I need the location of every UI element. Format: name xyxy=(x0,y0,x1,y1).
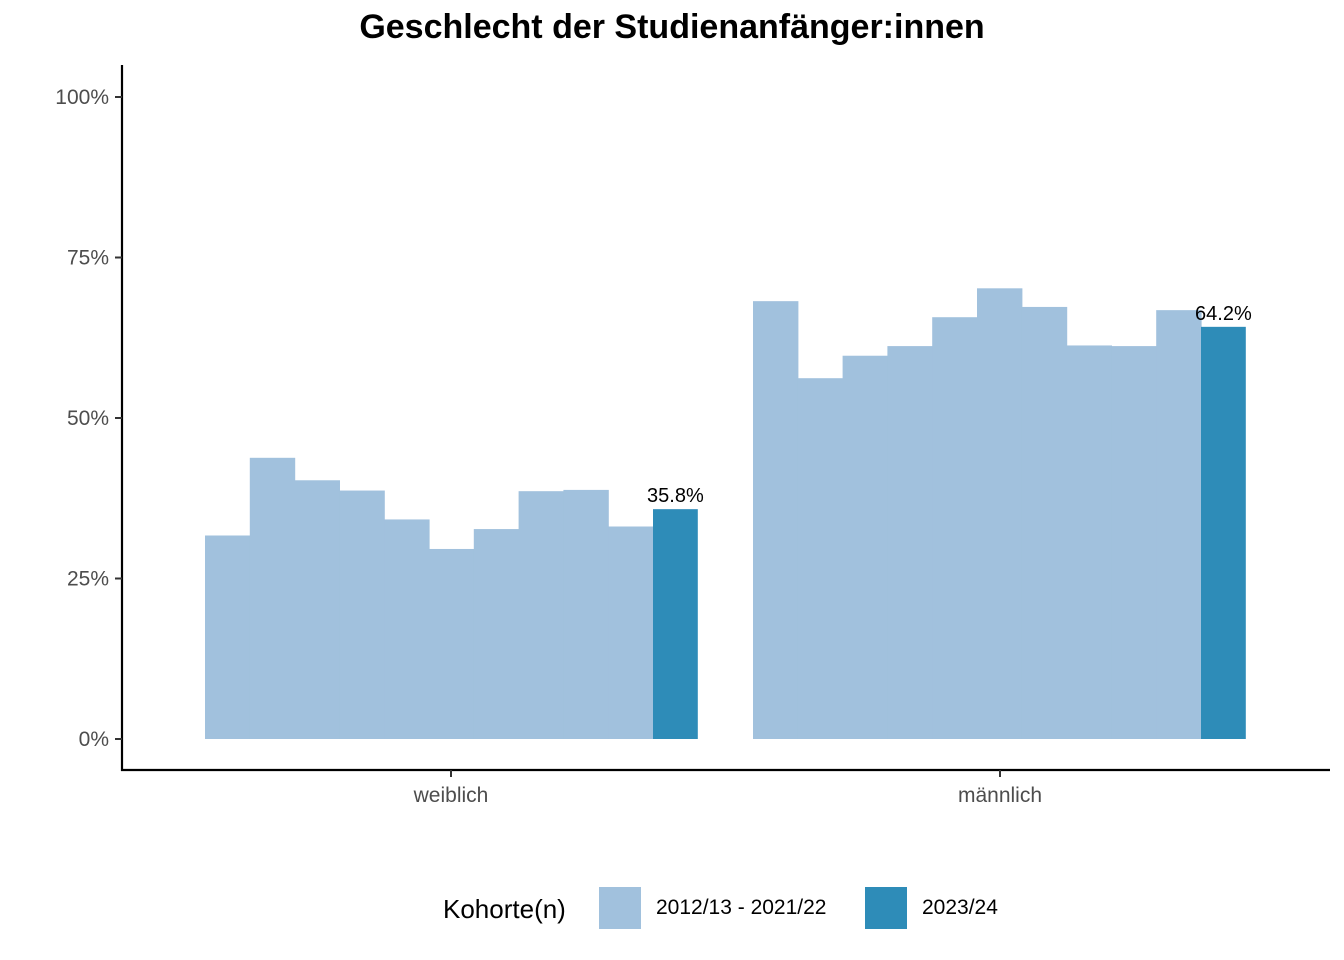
legend-label-current: 2023/24 xyxy=(922,896,998,919)
legend-label-history: 2012/13 - 2021/22 xyxy=(656,896,827,919)
bar-weiblich-history-1 xyxy=(205,535,251,739)
bar-männlich-history-2 xyxy=(797,378,844,739)
bar-weiblich-history-5 xyxy=(384,519,430,739)
data-label-männlich: 64.2% xyxy=(1195,303,1252,325)
x-tick-label-männlich: männlich xyxy=(958,784,1042,807)
bar-männlich-history-9 xyxy=(1111,346,1157,739)
bar-weiblich-history-2 xyxy=(249,457,296,739)
bar-weiblich-current xyxy=(653,509,698,739)
y-tick-label-1: 25% xyxy=(67,568,109,591)
bar-männlich-history-10 xyxy=(1156,310,1202,739)
legend: Kohorte(n) 2012/13 - 2021/22 2023/24 xyxy=(0,884,1344,934)
bar-männlich-history-8 xyxy=(1066,345,1112,739)
bar-männlich-history-6 xyxy=(977,288,1023,739)
y-tick-label-4: 100% xyxy=(55,86,109,109)
bar-männlich-history-7 xyxy=(1021,306,1068,739)
x-tick-label-weiblich: weiblich xyxy=(413,784,489,807)
bar-männlich-history-5 xyxy=(932,317,978,739)
bar-männlich-history-4 xyxy=(887,346,933,739)
y-tick-label-3: 75% xyxy=(67,247,109,270)
bar-weiblich-history-7 xyxy=(473,529,520,739)
legend-title: Kohorte(n) xyxy=(443,894,566,924)
bars-layer xyxy=(205,288,1246,739)
y-tick-label-2: 50% xyxy=(67,407,109,430)
bar-männlich-history-1 xyxy=(753,301,799,739)
data-labels-layer: 35.8% 64.2% xyxy=(647,303,1252,507)
chart-title: Geschlecht der Studienanfänger:innen xyxy=(359,8,985,46)
y-tick-label-0: 0% xyxy=(79,728,109,751)
bar-männlich-history-3 xyxy=(842,355,888,739)
axes-layer: 0% 25% 50% 75% 100% weiblich männlich xyxy=(55,65,1330,807)
bar-männlich-current xyxy=(1201,326,1246,739)
legend-key-history xyxy=(599,887,641,929)
bar-weiblich-history-4 xyxy=(339,490,385,739)
bar-weiblich-history-10 xyxy=(608,526,654,739)
bar-weiblich-history-3 xyxy=(294,480,340,739)
bar-weiblich-history-9 xyxy=(563,489,609,739)
legend-key-current xyxy=(865,887,907,929)
bar-chart: 35.8% 64.2% 0% 25% 50% 75% 100% weiblich männli… xyxy=(55,65,1330,807)
data-label-weiblich: 35.8% xyxy=(647,485,704,507)
bar-weiblich-history-8 xyxy=(518,491,564,739)
bar-weiblich-history-6 xyxy=(429,548,475,739)
